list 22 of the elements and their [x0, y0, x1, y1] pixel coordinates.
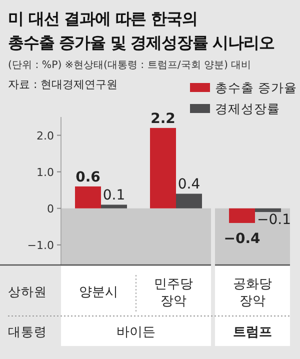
legend-label: 총수출 증가율: [215, 80, 297, 95]
x-tick-label: 민주당 장악: [154, 277, 193, 309]
data-label: −0.1: [257, 212, 291, 228]
data-label: 2.2: [150, 110, 176, 127]
chart-title: 미 대선 결과에 따른 한국의 총수출 증가율 및 경제성장률 시나리오: [8, 9, 275, 52]
y-tick-label: 2.0: [36, 129, 54, 142]
x-tick-label: 양분시: [79, 285, 118, 300]
text: 대통령: [8, 324, 47, 339]
text: 바이든: [116, 325, 156, 340]
data-label: 0.6: [76, 169, 100, 186]
text: 상하원: [8, 284, 47, 299]
chart-subtitle: (단위 : %P) ※현상태(대통령 : 트럼프/국회 양분) 대비: [8, 60, 252, 71]
data-label: 0.1: [102, 188, 126, 204]
x-tick-label: 공화당 장악: [233, 277, 272, 309]
data-label: −0.4: [224, 230, 261, 247]
y-tick-label: 1.0: [36, 166, 54, 179]
y-tick-label: 0: [47, 202, 54, 216]
legend-label: 경제성장률: [215, 101, 280, 116]
text: 자료 : 현대경제연구원: [8, 78, 118, 91]
data-label: 0.4: [178, 176, 200, 193]
text: 트럼프: [233, 325, 272, 340]
y-tick-label: −1.0: [27, 238, 54, 252]
